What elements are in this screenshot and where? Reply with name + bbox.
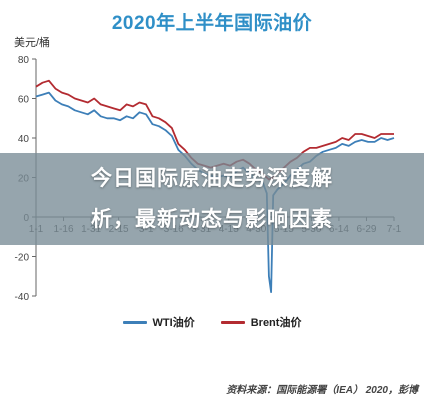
y-tick-label: -20: [15, 253, 30, 264]
legend-swatch-wti: [122, 320, 147, 324]
source-note: 资料来源：国际能源署（IEA） 2020，彭博: [226, 385, 418, 396]
headline-line-2: 析，最新动态与影响因素: [91, 208, 333, 231]
chart-legend: WTI油价 Brent油价: [0, 314, 424, 330]
y-tick-label: 40: [18, 134, 30, 145]
y-tick-label: -40: [15, 292, 30, 303]
y-tick-label: 60: [18, 95, 30, 106]
y-axis-unit-label: 美元/桶: [14, 37, 51, 49]
legend-label-wti: WTI油价: [152, 317, 195, 329]
legend-label-brent: Brent油价: [250, 317, 302, 329]
legend-item-wti: WTI油价: [122, 314, 195, 330]
chart-title: 2020年上半年国际油价: [111, 13, 313, 34]
legend-item-brent: Brent油价: [220, 314, 302, 330]
headline-line-1: 今日国际原油走势深度解: [91, 167, 333, 190]
y-tick-label: 80: [18, 55, 30, 66]
legend-swatch-brent: [220, 320, 245, 324]
headline-banner: 今日国际原油走势深度解 析，最新动态与影响因素: [0, 153, 424, 245]
